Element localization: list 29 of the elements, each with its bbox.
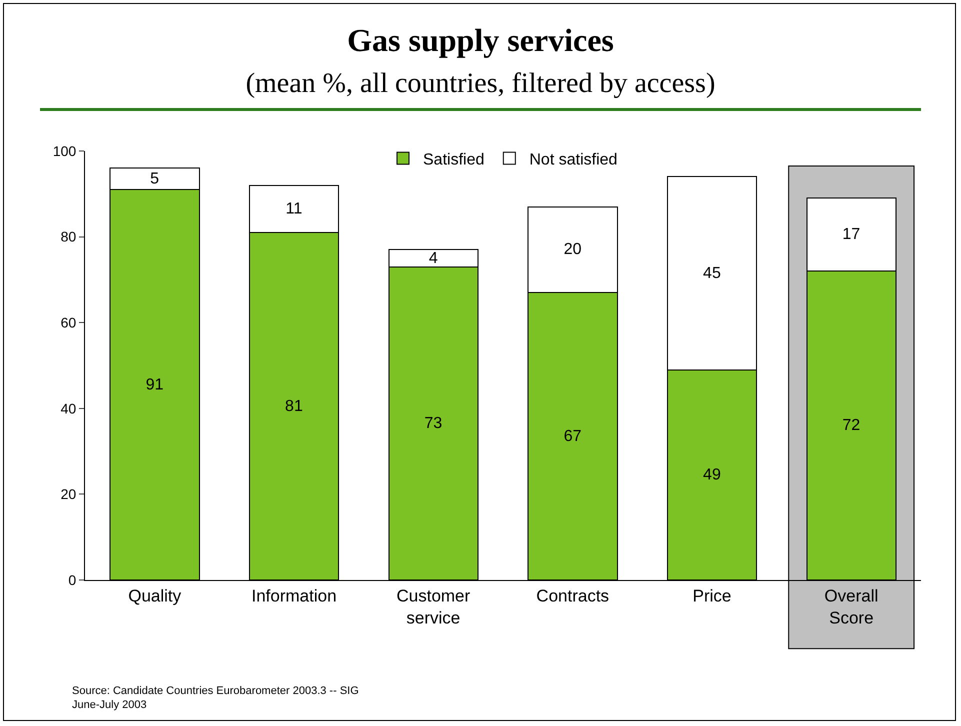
y-tick-label: 0 (68, 572, 76, 588)
y-tick-label: 40 (60, 400, 76, 416)
x-tick-label: Price (692, 586, 732, 606)
data-label: 4 (428, 250, 438, 267)
x-tick-label: Customer service (396, 586, 471, 628)
y-tick-label: 20 (60, 486, 76, 502)
y-tick-label: 100 (52, 142, 76, 159)
data-label: 73 (424, 414, 442, 432)
data-label: 5 (150, 170, 160, 188)
chart-subtitle: (mean %, all countries, filtered by access) (244, 68, 716, 100)
y-tick-label: 60 (60, 314, 76, 330)
data-label: 81 (285, 398, 303, 415)
legend-label: Satisfied (423, 152, 484, 169)
data-label: 67 (564, 428, 582, 445)
data-label: 91 (146, 376, 164, 394)
data-label: 20 (564, 241, 582, 258)
chart-title: Gas supply services (346, 22, 615, 59)
data-label: 11 (286, 200, 302, 218)
data-label: 17 (842, 226, 860, 244)
data-label: 72 (842, 417, 860, 434)
legend-label: Not satisfied (529, 152, 618, 169)
x-tick-label: Contracts (536, 586, 610, 606)
y-tick-label: 80 (60, 228, 76, 245)
x-tick-label: Quality (128, 586, 182, 606)
data-label: 45 (703, 264, 721, 282)
source-note: Source: Candidate Countries Eurobarometer 2003.3 -- SIG June-July 2003 (72, 684, 359, 712)
x-tick-label: Information (251, 586, 337, 606)
x-tick-label: Overall Score (824, 586, 878, 628)
data-label: 49 (703, 466, 721, 484)
